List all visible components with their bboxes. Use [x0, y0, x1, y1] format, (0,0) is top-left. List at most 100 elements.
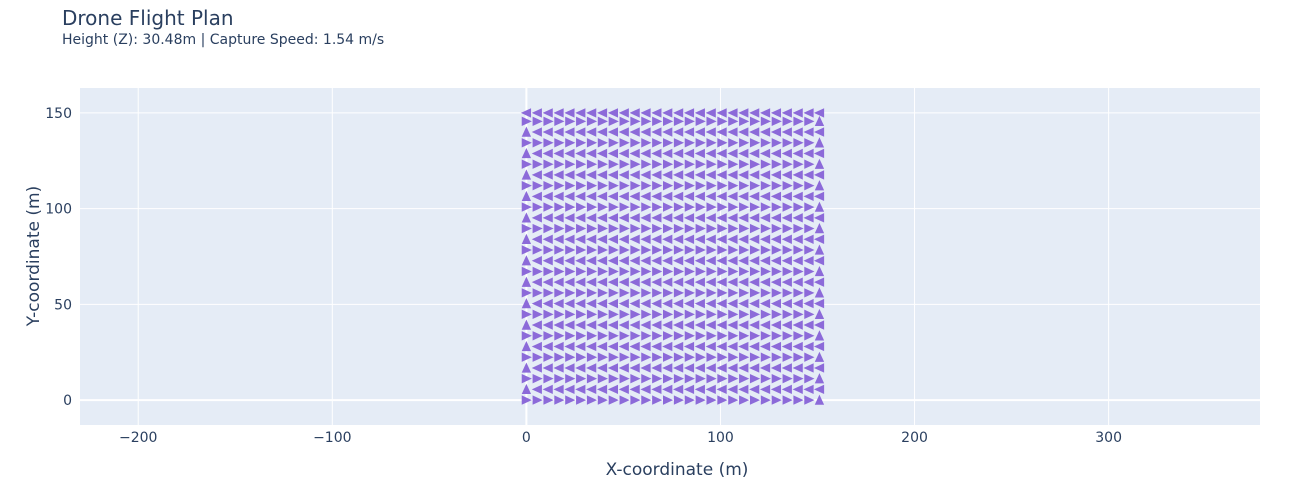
flight-marker	[641, 309, 652, 319]
flight-marker	[619, 180, 630, 191]
flight-marker	[554, 245, 565, 255]
flight-marker	[760, 180, 771, 191]
flight-marker	[705, 148, 716, 159]
flight-marker	[782, 288, 793, 298]
flight-marker	[607, 256, 618, 266]
flight-marker	[771, 395, 782, 405]
flight-marker	[683, 170, 695, 180]
flight-marker	[727, 148, 738, 159]
flight-marker	[521, 395, 532, 405]
flight-marker	[607, 213, 618, 223]
flight-marker	[770, 234, 782, 244]
flight-marker	[793, 116, 804, 126]
flight-marker	[803, 191, 814, 202]
flight-marker	[521, 159, 532, 169]
flight-marker	[728, 159, 739, 169]
flight-marker	[793, 288, 804, 298]
flight-marker	[782, 223, 793, 234]
flight-marker	[781, 363, 792, 373]
flight-marker	[542, 363, 553, 373]
flight-marker	[554, 202, 565, 212]
flight-marker	[542, 298, 553, 309]
flight-marker	[608, 331, 619, 341]
flight-marker	[804, 309, 815, 319]
flight-marker	[727, 384, 738, 395]
flight-marker	[749, 202, 761, 212]
flight-marker	[706, 223, 717, 234]
flight-marker	[781, 108, 792, 118]
flight-marker	[608, 266, 619, 277]
flight-marker	[673, 331, 685, 341]
flight-marker	[576, 202, 587, 212]
flight-marker	[521, 169, 532, 180]
flight-marker	[651, 191, 662, 202]
flight-marker	[586, 245, 598, 255]
flight-marker	[619, 352, 630, 362]
flight-marker	[554, 266, 565, 277]
flight-marker	[695, 223, 706, 234]
flight-marker	[673, 213, 684, 223]
flight-marker	[531, 170, 542, 180]
flight-marker	[683, 384, 695, 395]
flight-marker	[706, 266, 717, 277]
flight-marker	[652, 352, 663, 362]
flight-marker	[532, 309, 543, 319]
flight-marker	[630, 288, 641, 298]
flight-marker	[813, 234, 825, 244]
flight-marker	[596, 277, 608, 287]
flight-marker	[683, 277, 695, 287]
flight-marker	[554, 116, 565, 126]
flight-marker	[673, 245, 685, 255]
flight-marker	[630, 352, 641, 362]
flight-marker	[531, 256, 542, 266]
flight-marker	[608, 309, 619, 319]
flight-marker	[641, 266, 652, 277]
flight-marker	[727, 298, 738, 309]
flight-marker	[652, 309, 663, 319]
flight-marker	[607, 363, 618, 373]
flight-marker	[543, 116, 554, 126]
flight-marker	[521, 202, 532, 212]
flight-marker	[662, 191, 673, 202]
flight-marker	[564, 298, 575, 309]
flight-marker	[596, 191, 608, 202]
flight-marker	[607, 234, 618, 244]
flight-marker	[705, 234, 716, 244]
flight-marker	[553, 127, 564, 137]
flight-marker	[641, 138, 652, 148]
flight-marker	[695, 116, 706, 126]
flight-marker	[608, 245, 619, 255]
flight-marker	[673, 223, 685, 234]
flight-marker	[630, 223, 641, 234]
flight-marker	[705, 363, 716, 373]
flight-marker	[770, 191, 782, 202]
x-tick-label: −200	[119, 430, 157, 446]
flight-marker	[607, 277, 618, 287]
flight-marker	[640, 170, 651, 180]
flight-marker	[770, 170, 782, 180]
flight-marker	[651, 213, 662, 223]
flight-marker	[597, 159, 608, 169]
y-axis-ticks: 0 50 100 150	[45, 106, 72, 409]
flight-marker	[813, 341, 825, 352]
flight-marker	[543, 245, 554, 255]
flight-marker	[618, 108, 629, 118]
flight-marker	[652, 138, 663, 148]
flight-marker	[716, 234, 727, 244]
flight-marker	[607, 108, 618, 118]
flight-marker	[813, 298, 825, 309]
flight-marker	[607, 148, 618, 159]
flight-marker	[521, 212, 532, 223]
flight-marker	[771, 180, 782, 191]
flight-marker	[543, 395, 554, 405]
flight-marker	[586, 331, 598, 341]
flight-marker	[695, 373, 706, 384]
flight-marker	[684, 352, 695, 362]
flight-marker	[531, 108, 542, 118]
flight-marker	[531, 298, 542, 309]
flight-marker	[771, 223, 782, 234]
flight-marker	[542, 320, 553, 330]
flight-marker	[586, 180, 598, 191]
flight-marker	[586, 373, 598, 384]
flight-marker	[673, 138, 685, 148]
